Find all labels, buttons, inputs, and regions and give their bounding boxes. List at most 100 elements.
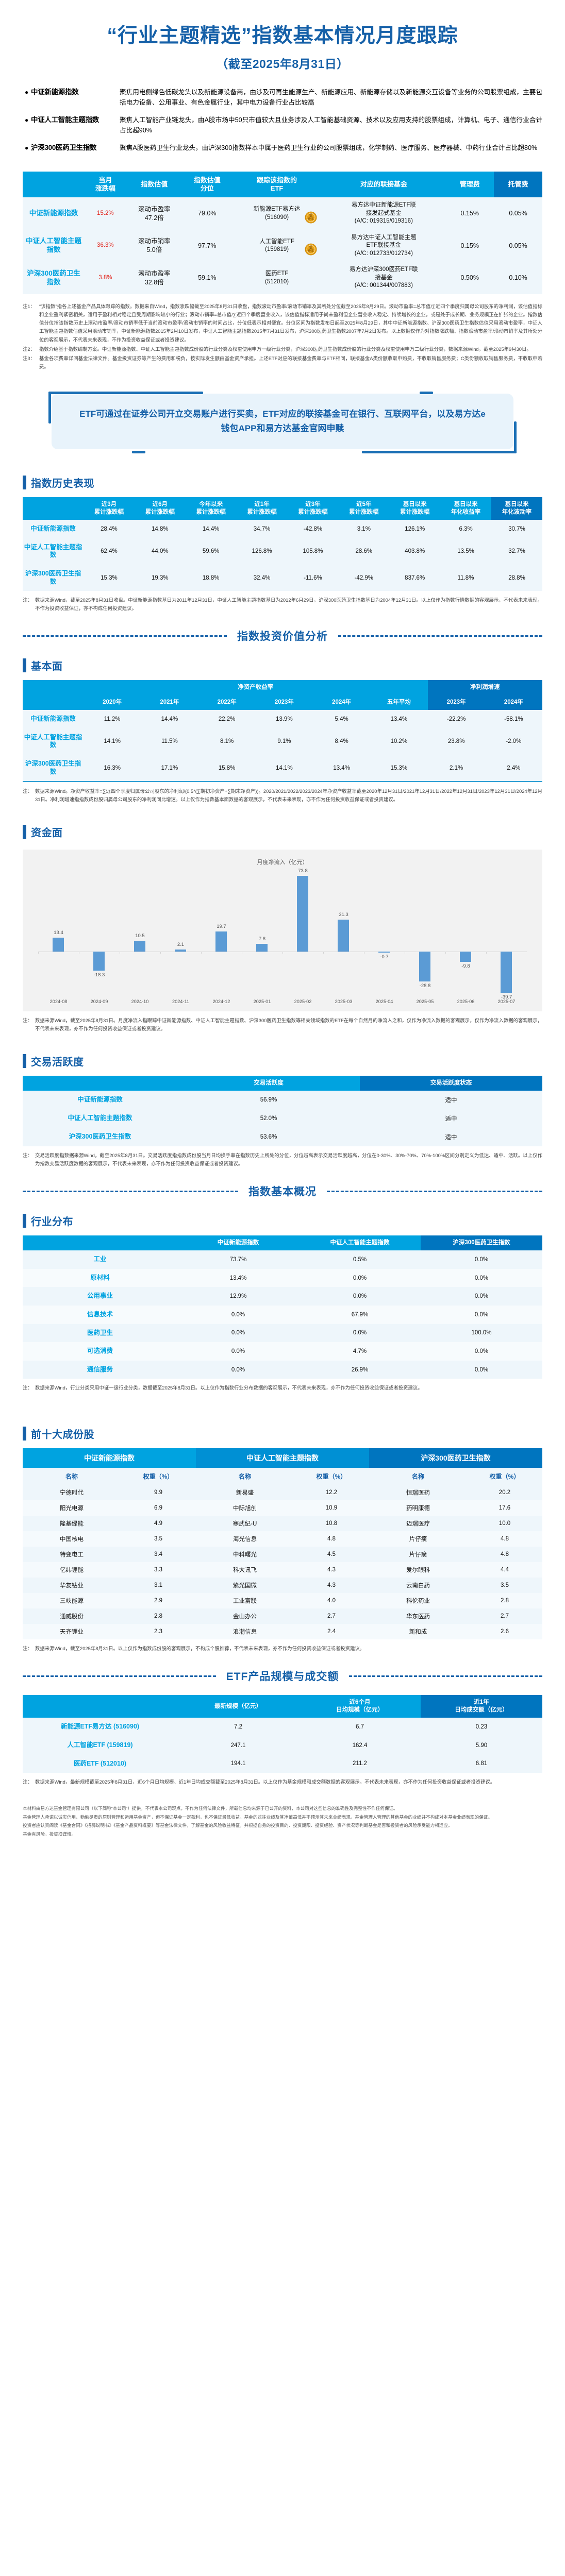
table-row: 中证新能源指数 56.9% 适中 (23, 1091, 542, 1110)
chart-bar-label: -28.8 (419, 982, 431, 989)
chart-bar (215, 931, 227, 952)
chart-bar-label: -0.7 (380, 954, 389, 960)
etf-name: 医药ETF (265, 270, 289, 277)
cell-value: 0.0% (421, 1360, 542, 1379)
cell-value: 15.3% (370, 755, 428, 782)
note-label: 注： (23, 597, 32, 603)
holding-name: 中际旭创 (195, 1500, 294, 1516)
cell-value: 194.1 (177, 1754, 299, 1773)
bullet-icon: ● (25, 116, 29, 124)
banner-title: ETF产品规模与成交额 (226, 1671, 339, 1683)
col-pg-2024: 2024年 (485, 695, 542, 710)
col-name: 名称 (369, 1468, 467, 1485)
table-row: 亿纬锂能 3.3 科大讯飞 4.3 爱尔眼科 4.4 (22, 1562, 542, 1578)
cell-value: 13.5% (440, 538, 491, 565)
cell-value: -42.9% (338, 565, 390, 591)
cell-month-change: 36.3% (85, 229, 126, 262)
holding-weight: 10.8 (293, 1516, 369, 1532)
cell-value: 28.4% (84, 520, 135, 538)
holding-weight: 3.4 (120, 1547, 196, 1563)
cell-value: 14.4% (141, 710, 198, 728)
table-header-group-row: 净资产收益率 净利润增速 (23, 680, 542, 696)
callout-text: ETF可通过在证券公司开立交易账户进行买卖，ETF对应的联接基金可在银行、互联网… (79, 409, 486, 434)
cell-value: 32.4% (236, 565, 288, 591)
cell-value: 32.7% (491, 538, 542, 565)
holding-weight: 10.9 (293, 1500, 369, 1516)
table-row: 公用事业 12.9% 0.0% 0.0% (23, 1287, 542, 1306)
col-annualized-volatility: 基日以来 年化波动率 (491, 497, 542, 520)
col-index (23, 680, 84, 696)
col-valuation-pct: 指数估值 分位 (182, 171, 232, 198)
cell-feeder-fund: 易方达沪深300医药ETF联 接基金 (A/C: 001344/007883) (322, 262, 446, 294)
table-header-row: 当月 涨跌幅 指数估值 指数估值 分位 跟踪该指数的 ETF 对应的联接基金 管… (23, 171, 542, 198)
note-item: 注： 数据来源Wind，最新规模截至2025年8月31日，近6个月日均规模、近1年… (23, 1778, 542, 1786)
col-index-sub (23, 695, 84, 710)
col-activity-value: 交易活跃度 (177, 1076, 360, 1091)
table-header-row: 最新规模（亿元） 近6个月 日均规模（亿元） 近1年 日均成交额（亿元） (23, 1695, 542, 1718)
note-item: 注： 数据来源Wind，截至2025年8月31日收盘。中证新能源指数基日为2011… (23, 596, 542, 613)
table-row: 工业 73.7% 0.5% 0.0% (23, 1250, 542, 1269)
cell-value: -58.1% (485, 710, 542, 728)
callout-deco-bottom-right-horizontal (362, 451, 517, 454)
table-row: 隆基绿能 4.9 寒武纪-U 10.8 迈瑞医疗 10.0 (22, 1516, 542, 1532)
holding-name: 寒武纪-U (195, 1516, 294, 1532)
chart-bar (460, 952, 472, 962)
section-title: 交易活跃度 (31, 1057, 84, 1069)
svg-text:费率: 费率 (308, 217, 314, 221)
chart-bar-label: 2.1 (177, 942, 185, 948)
col-month-change-line2: 涨跌幅 (95, 184, 115, 192)
holding-name: 爱尔眼科 (369, 1562, 467, 1578)
cell-value: -2.0% (485, 728, 542, 755)
cell-management-fee: 0.50% (445, 262, 494, 294)
cell-value: -22.2% (427, 710, 485, 728)
cell-value: 126.8% (236, 538, 288, 565)
banner-dash-right (338, 635, 542, 637)
cell-value: 8.1% (198, 728, 256, 755)
cell-valuation-pct: 59.1% (182, 262, 232, 294)
cell-value: 0.0% (421, 1250, 542, 1269)
cell-value: 6.3% (440, 520, 491, 538)
cell-value: 2.1% (427, 755, 485, 782)
note-label: 注3： (23, 355, 35, 361)
holding-weight: 4.4 (467, 1562, 542, 1578)
legal-disclaimer: 本材料由易方达基金管理有限公司（以下简称“本公司”）提供，不代表本公司观点，不作… (23, 1805, 542, 1838)
note-item: 注： 数据来源Wind，行业分类采用中证一级行业分类，数据截至2025年8月31日… (23, 1384, 542, 1392)
cell-activity-value: 56.9% (177, 1091, 360, 1110)
chart-bar-group: 19.7 (201, 869, 242, 998)
cell-value: 4.7% (299, 1342, 421, 1361)
holdings-note: 注： 数据来源Wind，截至2025年8月31日。以上仅作为指数成份股的客观展示，… (23, 1645, 542, 1653)
row-index-name: 中证新能源指数 (23, 1091, 177, 1110)
note-item: 注： 数据来源Wind。净资产收益率=∑近四个季度归属母公司股东的净利润/(0.5… (23, 787, 542, 804)
cell-value: 11.8% (440, 565, 491, 591)
fundamentals-note: 注： 数据来源Wind。净资产收益率=∑近四个季度归属母公司股东的净利润/(0.5… (23, 787, 542, 804)
cell-value: 15.3% (84, 565, 135, 591)
table-row: 中证人工智能主题指数 52.0% 适中 (23, 1109, 542, 1128)
col-latest-scale: 最新规模（亿元） (177, 1695, 299, 1718)
note-text: 数据来源Wind，截至2025年8月31日。月度净流入指跟踪中证新能源指数、中证… (35, 1018, 542, 1032)
banner-dash-left (23, 635, 227, 637)
etf-purchase-callout: ETF可通过在证券公司开立交易账户进行买卖，ETF对应的联接基金可在银行、互联网… (23, 391, 542, 454)
description-text: 聚焦A股医药卫生行业龙头，由沪深300指数样本中属于医药卫生行业的公司股票组成，… (120, 144, 538, 151)
cell-month-change: 3.8% (85, 262, 126, 294)
col-2022: 2022年 (198, 695, 256, 710)
bullet-icon: ● (25, 144, 29, 151)
cell-value: 837.6% (389, 565, 441, 591)
holding-weight: 6.9 (120, 1500, 196, 1516)
cell-custodian-fee: 0.05% (494, 197, 542, 230)
activity-table: 交易活跃度 交易活跃度状态 中证新能源指数 56.9% 适中 中证人工智能主题指… (23, 1076, 542, 1147)
cell-value: 211.2 (299, 1754, 421, 1773)
cell-value: 0.23 (421, 1718, 542, 1736)
description-item: ● 中证人工智能主题指数 聚焦人工智能产业链龙头，由A股市场中50只市值较大且业… (23, 115, 542, 135)
chart-tick (323, 952, 324, 954)
note-text: 数据来源Wind，截至2025年8月31日。以上仅作为指数成份股的客观展示，不构… (35, 1646, 365, 1652)
valuation-value: 32.8倍 (144, 278, 164, 286)
chart-tick (282, 952, 283, 954)
table-row: 医药卫生 0.0% 0.0% 100.0% (23, 1324, 542, 1343)
section-accent-bar (23, 1427, 26, 1441)
holding-weight: 4.8 (467, 1547, 542, 1563)
holding-name: 亿纬锂能 (22, 1562, 121, 1578)
cell-etf: 医药ETF (512010) (231, 262, 322, 294)
table-row: 中证新能源指数 15.2% 滚动市盈率 47.2倍 79.0% 新能源ETF易方… (23, 197, 542, 230)
holding-name: 新和成 (369, 1624, 467, 1640)
feeder-name-line2: ETF联接基金 (366, 242, 402, 249)
